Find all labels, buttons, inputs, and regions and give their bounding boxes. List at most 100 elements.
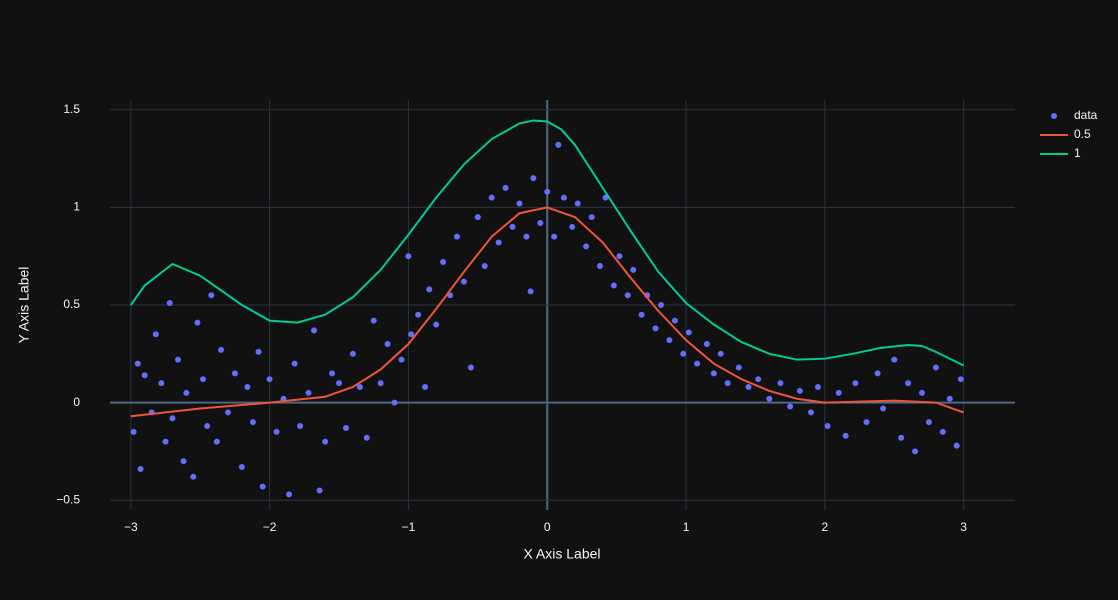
point xyxy=(703,341,710,348)
point xyxy=(204,423,211,430)
point xyxy=(824,423,831,430)
point xyxy=(588,214,595,221)
point xyxy=(488,194,495,201)
point xyxy=(953,442,960,449)
point xyxy=(384,341,391,348)
x-tick-label: −3 xyxy=(124,520,138,534)
point xyxy=(814,384,821,390)
point xyxy=(495,239,502,246)
point xyxy=(745,384,752,390)
y-tick-label: −0.5 xyxy=(56,492,80,506)
point xyxy=(509,223,516,230)
point xyxy=(796,387,803,394)
line xyxy=(130,206,964,418)
point xyxy=(652,325,659,332)
point xyxy=(286,491,293,498)
point xyxy=(433,321,440,328)
point xyxy=(152,331,159,338)
point xyxy=(932,364,939,371)
point xyxy=(266,376,273,383)
point xyxy=(134,360,141,367)
point xyxy=(724,380,731,387)
point xyxy=(481,262,488,269)
point xyxy=(259,483,266,490)
point xyxy=(273,428,280,435)
point xyxy=(787,403,794,410)
point xyxy=(255,348,262,355)
point xyxy=(583,243,590,250)
point xyxy=(610,282,617,289)
point xyxy=(391,399,398,406)
point xyxy=(244,384,251,390)
point xyxy=(671,317,678,324)
point xyxy=(835,389,842,396)
point xyxy=(141,372,148,379)
point xyxy=(162,438,169,445)
point xyxy=(175,356,182,363)
point xyxy=(440,259,447,266)
point xyxy=(180,458,187,465)
point xyxy=(474,214,481,221)
point xyxy=(415,311,422,318)
point xyxy=(454,233,461,240)
point xyxy=(305,389,312,396)
point xyxy=(398,356,405,363)
x-tick-label: 0 xyxy=(544,520,551,534)
point xyxy=(925,419,932,426)
legend-label: 1 xyxy=(1074,146,1081,160)
point xyxy=(166,300,173,307)
point xyxy=(183,389,190,396)
point xyxy=(311,327,318,334)
point xyxy=(880,405,887,412)
point xyxy=(523,233,530,240)
point xyxy=(238,464,245,471)
point xyxy=(842,432,849,439)
point xyxy=(919,389,926,396)
point xyxy=(560,194,567,201)
point xyxy=(874,370,881,377)
y-tick-label: 1 xyxy=(73,200,80,214)
point xyxy=(356,384,363,390)
point xyxy=(658,302,665,308)
point xyxy=(807,409,814,416)
x-tick-label: −2 xyxy=(263,520,277,534)
point xyxy=(460,278,467,285)
legend-swatch xyxy=(1051,113,1057,119)
point xyxy=(516,200,523,207)
x-tick-label: 3 xyxy=(960,520,967,534)
point xyxy=(685,329,692,336)
point xyxy=(616,253,623,260)
point xyxy=(336,380,343,387)
point xyxy=(544,188,551,195)
x-tick-label: −1 xyxy=(402,520,416,534)
point xyxy=(502,184,509,191)
point xyxy=(158,380,165,387)
x-axis-title: X Axis Label xyxy=(523,546,600,562)
point xyxy=(717,350,724,357)
point xyxy=(316,487,323,494)
point xyxy=(638,311,645,318)
point xyxy=(569,223,576,230)
legend-label: data xyxy=(1074,108,1098,122)
point xyxy=(939,428,946,435)
point xyxy=(291,360,298,367)
point xyxy=(905,380,912,387)
point xyxy=(467,364,474,371)
point xyxy=(329,370,336,377)
point xyxy=(199,376,206,383)
point xyxy=(666,337,673,344)
point xyxy=(596,262,603,269)
point xyxy=(551,233,558,240)
y-tick-label: 1.5 xyxy=(63,102,80,116)
point xyxy=(426,286,433,293)
point xyxy=(852,380,859,387)
point xyxy=(377,380,384,387)
point xyxy=(912,448,919,455)
point xyxy=(194,319,201,326)
point xyxy=(710,370,717,377)
point xyxy=(624,292,631,299)
point xyxy=(137,466,144,472)
point xyxy=(863,419,870,426)
